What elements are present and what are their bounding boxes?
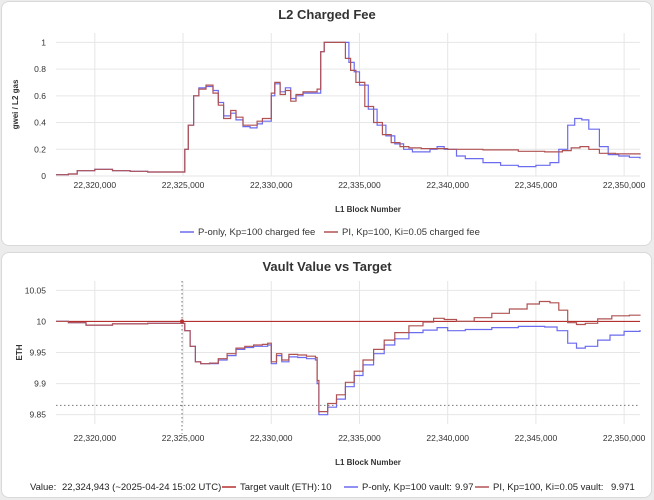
vault-chart-panel [1, 252, 652, 498]
x-tick-label: 22,330,000 [250, 180, 293, 190]
x-tick-label: 22,330,000 [250, 433, 293, 443]
value-text: 22,324,943 (~2025-04-24 15:02 UTC) [62, 482, 221, 493]
vault-series-line-2 [56, 300, 641, 413]
y-axis-label: ETH [15, 344, 24, 360]
y-tick-label: 9.85 [29, 410, 46, 420]
vault-chart-value-readout: Value: 22,324,943 (~2025-04-24 15:02 UTC)… [30, 482, 635, 493]
x-tick-label: 22,335,000 [338, 180, 381, 190]
fee-chart-legend: P-only, Kp=100 charged fee PI, Kp=100, Ki… [180, 227, 480, 238]
x-tick-label: 22,345,000 [515, 180, 558, 190]
legend-label: PI, Kp=100, Ki=0.05 charged fee [342, 227, 480, 238]
footer-series-value: 10 [321, 482, 332, 493]
x-axis-label: L1 Block Number [335, 205, 401, 214]
footer-series-value: 9.971 [611, 482, 635, 493]
footer-series-name: P-only, Kp=100 vault: [362, 482, 452, 493]
vault-chart: Vault Value vs Target 22,320,000 22,325,00… [15, 259, 646, 467]
y-tick-label: 10.05 [25, 285, 47, 295]
x-tick-label: 22,350,000 [603, 180, 646, 190]
vault-chart-title: Vault Value vs Target [262, 259, 392, 274]
x-tick-label: 22,325,000 [162, 433, 205, 443]
x-tick-label: 22,345,000 [515, 433, 558, 443]
footer-series-value: 9.97 [455, 482, 474, 493]
y-tick-label: 9.95 [29, 348, 46, 358]
crosshair-marker [180, 319, 185, 324]
y-tick-label: 10 [37, 316, 47, 326]
x-tick-label: 22,335,000 [338, 433, 381, 443]
fee-chart-title: L2 Charged Fee [278, 7, 376, 22]
x-tick-label: 22,340,000 [426, 433, 469, 443]
footer-series-name: PI, Kp=100, Ki=0.05 vault: [493, 482, 603, 493]
fee-chart: L2 Charged Fee 22,320,000 22,325,000 22,330… [11, 7, 646, 214]
y-tick-label: 0.4 [34, 118, 46, 128]
x-tick-label: 22,340,000 [426, 180, 469, 190]
y-tick-label: 0 [41, 171, 46, 181]
x-axis-label: L1 Block Number [335, 458, 401, 467]
legend-label: P-only, Kp=100 charged fee [198, 227, 315, 238]
y-tick-label: 0.6 [34, 91, 46, 101]
y-axis-label: gwei / L2 gas [11, 79, 20, 129]
y-tick-label: 1 [41, 37, 46, 47]
x-tick-label: 22,325,000 [162, 180, 205, 190]
x-tick-label: 22,320,000 [74, 180, 117, 190]
value-label: Value: [30, 482, 56, 493]
vault-series-line-1 [56, 320, 641, 416]
y-tick-label: 9.9 [34, 379, 46, 389]
y-tick-label: 0.8 [34, 64, 46, 74]
y-tick-label: 0.2 [34, 144, 46, 154]
fee-series-line-1 [56, 41, 641, 176]
x-tick-label: 22,350,000 [603, 433, 646, 443]
x-tick-label: 22,320,000 [74, 433, 117, 443]
fee-series-line-0 [56, 41, 641, 176]
footer-series-name: Target vault (ETH): [240, 482, 320, 493]
